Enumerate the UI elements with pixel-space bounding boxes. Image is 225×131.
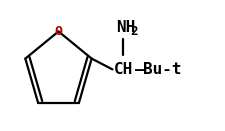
Text: O: O xyxy=(54,25,63,38)
Text: Bu-t: Bu-t xyxy=(143,62,181,77)
Text: CH: CH xyxy=(114,62,133,77)
Text: 2: 2 xyxy=(130,25,138,38)
Text: NH: NH xyxy=(116,20,135,35)
Text: —: — xyxy=(135,62,145,77)
